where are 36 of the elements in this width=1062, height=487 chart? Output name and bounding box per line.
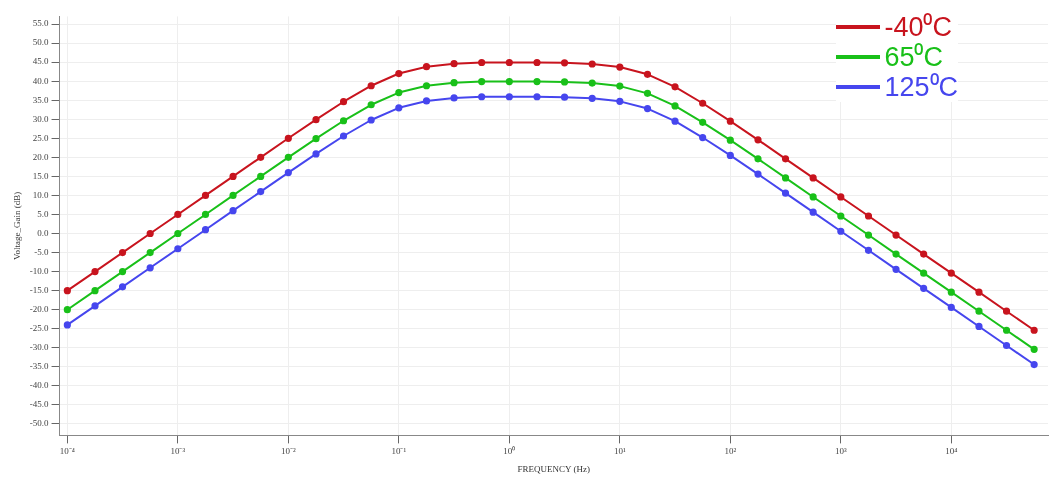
x-tick-label: 10⁻⁴ [59, 446, 75, 457]
y-tick-label: 10.0 [32, 189, 50, 200]
x-tick-label: 10⁰ [503, 446, 516, 457]
y-tick-label: -5.0 [34, 246, 50, 257]
y-axis-title: Voltage_Gain (dB) [11, 191, 22, 260]
x-axis-title: FREQUENCY (Hz) [517, 463, 590, 474]
y-tick-label: 50.0 [32, 37, 50, 48]
y-tick-label: -15.0 [29, 285, 50, 296]
y-tick-label: 25.0 [32, 132, 50, 143]
legend-label: -40⁰C [884, 12, 952, 42]
y-tick-label: -20.0 [29, 304, 50, 315]
y-tick-label: -45.0 [29, 399, 50, 410]
y-tick-label: 35.0 [32, 94, 50, 105]
y-tick-label: 55.0 [32, 18, 50, 29]
x-tick-label: 10² [724, 446, 737, 457]
x-tick-label: 10³ [834, 446, 847, 457]
y-tick-label: -35.0 [29, 361, 50, 372]
y-tick-label: 45.0 [32, 56, 50, 67]
y-tick-label: -40.0 [29, 380, 50, 391]
y-tick-label: -50.0 [29, 418, 50, 429]
y-tick-label: -10.0 [29, 265, 50, 276]
legend-label: 65⁰C [884, 42, 943, 72]
legend-label: 125⁰C [884, 72, 958, 102]
x-tick-label: 10⁻³ [170, 446, 186, 457]
x-tick-label: 10⁻¹ [391, 446, 407, 457]
y-tick-label: 0.0 [37, 227, 50, 238]
y-tick-label: 15.0 [32, 170, 50, 181]
y-tick-label: -30.0 [29, 342, 50, 353]
y-tick-label: -25.0 [29, 323, 50, 334]
x-tick-label: 10⁻² [280, 446, 296, 457]
x-tick-label: 10¹ [613, 446, 626, 457]
y-tick-label: 20.0 [32, 151, 50, 162]
y-tick-label: 5.0 [37, 208, 50, 219]
y-tick-label: 30.0 [32, 113, 50, 124]
y-tick-label: 40.0 [32, 75, 50, 86]
x-tick-label: 10⁴ [945, 446, 958, 457]
